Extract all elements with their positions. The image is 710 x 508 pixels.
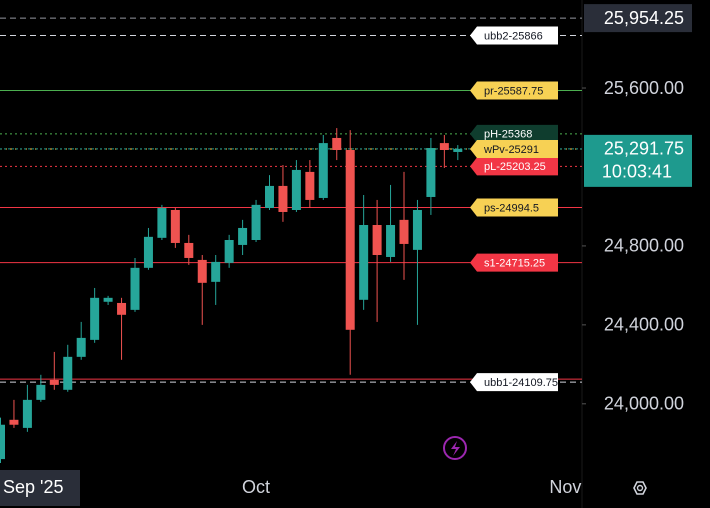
level-label: pH-25368 [484, 129, 532, 141]
level-label-box [470, 26, 558, 45]
level-label-box [470, 253, 558, 272]
level-label-box [470, 140, 558, 159]
candle-body [103, 297, 113, 302]
candle-body [130, 267, 140, 310]
candle-body [359, 225, 369, 300]
candle-body [157, 208, 167, 238]
candle-body [224, 240, 234, 263]
candle-body [211, 261, 221, 282]
level-label: pL-25203.25 [484, 161, 546, 173]
alert-bolt [451, 441, 460, 456]
last-price-label: 25,291.75 [604, 139, 684, 159]
level-label: ubb2-25866 [484, 30, 543, 42]
candle-body [184, 242, 194, 258]
candle-body [439, 143, 449, 150]
candle-body [386, 225, 396, 257]
countdown-label: 10:03:41 [602, 162, 672, 182]
x-tick-label: Nov [549, 477, 581, 497]
candle-body [372, 225, 382, 255]
candle-body [76, 337, 86, 357]
x-label-box [0, 470, 80, 506]
candle-body [22, 399, 32, 428]
level-label: ubb1-24109.75 [484, 377, 558, 389]
candle-body [49, 379, 59, 385]
price-marker-box [584, 4, 692, 33]
settings-icon[interactable] [633, 481, 647, 495]
candle-body [426, 148, 436, 197]
candle-body [412, 210, 422, 250]
level-label-box [470, 157, 558, 176]
y-tick-label: 25,600.00 [604, 78, 684, 98]
candle-body [63, 356, 73, 390]
candle-body [9, 419, 19, 425]
candle-body [291, 169, 301, 210]
candle-body [117, 302, 127, 315]
gear [633, 481, 647, 495]
candle-body [238, 227, 248, 245]
candle-body [36, 384, 46, 400]
candle-body [90, 297, 100, 340]
level-label-box [470, 198, 558, 217]
gear-hole [636, 484, 644, 492]
x-tick-label: Sep '25 [3, 477, 64, 497]
candle-body [305, 171, 315, 200]
candle-body [197, 259, 207, 283]
x-tick-label: Oct [242, 477, 270, 497]
candle-body [332, 137, 342, 150]
plot-area: ubb2-25866 pr-25587.75 ubb1-24109.75 s1-247… [0, 17, 582, 464]
candle-body [318, 143, 328, 198]
candle-body [0, 424, 5, 460]
level-label-box [470, 124, 558, 143]
candle-body [399, 219, 409, 244]
level-label-box [470, 373, 558, 392]
y-tick-label: 24,800.00 [604, 236, 684, 256]
candle-body [453, 148, 463, 152]
candle-body [143, 236, 153, 268]
candle-body [265, 185, 274, 209]
y-tick-label: 24,000.00 [604, 394, 684, 414]
candle-body [170, 210, 180, 243]
candle-body [278, 185, 288, 212]
level-label: wPv-25291 [483, 144, 539, 156]
level-label: ps-24994.5 [484, 202, 539, 214]
candle-body [251, 204, 261, 240]
level-label: pr-25587.75 [484, 85, 543, 97]
y-tick-label: 24,400.00 [604, 315, 684, 335]
level-label-box [470, 81, 558, 100]
candle-body [345, 150, 355, 330]
last-price-box [584, 134, 692, 187]
level-label: s1-24715.25 [484, 258, 545, 270]
alert-icon[interactable] [443, 436, 467, 460]
price-marker-label: 25,954.25 [604, 8, 684, 28]
